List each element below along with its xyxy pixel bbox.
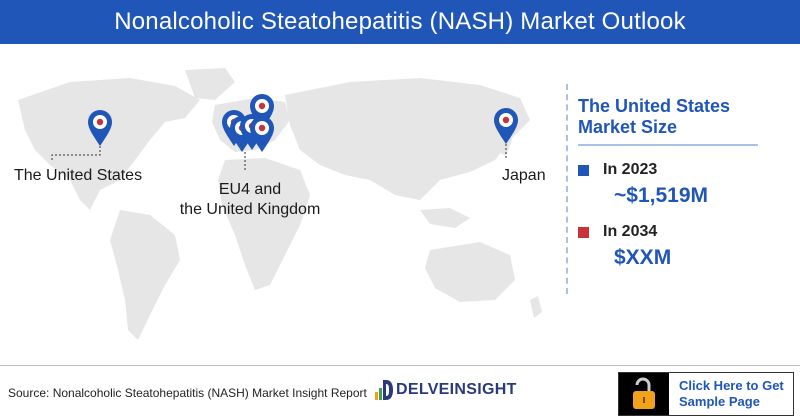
logo-mark-icon	[375, 380, 393, 400]
map-label-eu-line1: EU4 and	[218, 181, 282, 198]
world-map-graphic	[18, 68, 542, 340]
unlock-icon	[619, 373, 669, 415]
south-america-shape	[110, 210, 180, 340]
panel-divider	[578, 144, 758, 146]
new-zealand-shape	[530, 296, 542, 318]
year-row-2023: In 2023	[578, 160, 788, 180]
eu-pin-cluster-icon	[222, 94, 274, 152]
red-square-icon	[578, 226, 589, 238]
blue-square-icon	[578, 164, 589, 176]
map-label-us: The United States	[14, 167, 143, 184]
year-label-2034: In 2034	[603, 223, 658, 240]
cta-line2: Sample Page	[679, 394, 760, 409]
asia-shape	[285, 78, 530, 200]
us-connector-line	[51, 146, 101, 160]
australia-shape	[425, 242, 515, 302]
southeast-asia-shape	[420, 208, 470, 228]
sample-page-label: Click Here to Get Sample Page	[679, 378, 784, 410]
source-text: Source: Nonalcoholic Steatohepatitis (NA…	[8, 386, 367, 400]
panel-title: The United States Market Size	[578, 96, 788, 138]
africa-shape	[218, 158, 310, 290]
delveinsight-logo: DELVEINSIGHT	[374, 378, 517, 402]
japan-pin-icon	[494, 108, 518, 144]
sample-page-button[interactable]: Click Here to Get Sample Page	[618, 372, 794, 416]
value-2034: $XXM	[614, 246, 672, 269]
logo-text: DELVEINSIGHT	[396, 381, 517, 398]
world-map	[0, 60, 560, 370]
vertical-divider	[566, 84, 568, 294]
page-title: Nonalcoholic Steatohepatitis (NASH) Mark…	[114, 8, 686, 35]
page-header: Nonalcoholic Steatohepatitis (NASH) Mark…	[0, 0, 800, 44]
year-label-2023: In 2023	[603, 161, 658, 178]
greenland-shape	[185, 68, 235, 100]
value-2023: ~$1,519M	[614, 184, 708, 207]
panel-title-line1: The United States	[578, 96, 731, 116]
market-size-panel: The United States Market Size In 2023 ~$…	[578, 96, 788, 270]
map-label-eu-line2: the United Kingdom	[179, 201, 321, 218]
map-label-japan: Japan	[502, 167, 546, 184]
year-row-2034: In 2034	[578, 222, 788, 242]
map-label-eu: EU4 and the United Kingdom	[160, 180, 340, 220]
north-america-shape	[18, 78, 200, 210]
panel-title-line2: Market Size	[578, 117, 678, 137]
cta-line1: Click Here to Get	[679, 378, 784, 393]
us-pin-icon	[88, 110, 112, 146]
footer-divider	[0, 365, 800, 366]
